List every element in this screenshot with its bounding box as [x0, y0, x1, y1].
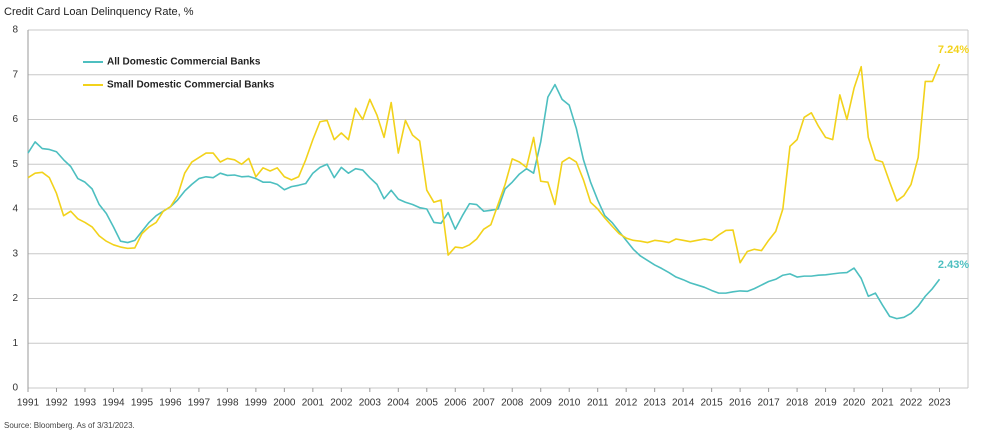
x-tick-label: 2008 [501, 398, 524, 409]
y-tick-label: 6 [12, 114, 18, 125]
x-tick-label: 2010 [558, 398, 581, 409]
value-label: 2.43% [938, 259, 969, 271]
x-tick-label: 2023 [928, 398, 951, 409]
y-tick-label: 5 [12, 159, 18, 170]
x-tick-label: 2021 [871, 398, 894, 409]
y-tick-label: 1 [12, 338, 18, 349]
x-tick-label: 2002 [330, 398, 353, 409]
x-tick-label: 2019 [814, 398, 837, 409]
x-tick-label: 2003 [359, 398, 382, 409]
x-tick-label: 2013 [644, 398, 667, 409]
x-tick-label: 2005 [416, 398, 439, 409]
value-label: 7.24% [938, 44, 969, 56]
x-tick-label: 2015 [701, 398, 724, 409]
x-tick-label: 2016 [729, 398, 752, 409]
x-tick-label: 2001 [302, 398, 325, 409]
x-tick-label: 1992 [45, 398, 68, 409]
x-tick-label: 1991 [17, 398, 40, 409]
x-tick-label: 2009 [530, 398, 553, 409]
x-tick-label: 2012 [615, 398, 638, 409]
series-line [27, 83, 941, 320]
y-tick-label: 3 [12, 248, 18, 259]
series-line [27, 63, 941, 264]
x-tick-label: 2017 [757, 398, 780, 409]
x-tick-label: 1994 [102, 398, 125, 409]
x-tick-label: 1993 [74, 398, 97, 409]
x-tick-label: 1999 [245, 398, 268, 409]
x-tick-label: 2014 [672, 398, 695, 409]
x-tick-label: 2004 [387, 398, 410, 409]
x-tick-label: 1998 [216, 398, 239, 409]
y-tick-label: 8 [12, 25, 18, 36]
x-tick-label: 2020 [843, 398, 866, 409]
x-tick-label: 2011 [587, 398, 609, 409]
y-tick-label: 7 [12, 69, 18, 80]
x-tick-label: 2022 [900, 398, 923, 409]
x-tick-label: 2000 [273, 398, 296, 409]
source-note: Source: Bloomberg. As of 3/31/2023. [4, 421, 135, 430]
x-tick-label: 1995 [131, 398, 154, 409]
chart-title: Credit Card Loan Delinquency Rate, % [4, 6, 194, 18]
y-tick-label: 2 [12, 293, 18, 304]
x-tick-label: 2006 [444, 398, 467, 409]
y-tick-label: 4 [12, 204, 18, 215]
x-tick-label: 1997 [188, 398, 211, 409]
y-tick-label: 0 [12, 383, 18, 394]
x-tick-label: 2018 [786, 398, 809, 409]
legend-label: Small Domestic Commercial Banks [107, 80, 275, 91]
x-tick-label: 2007 [473, 398, 496, 409]
legend-label: All Domestic Commercial Banks [107, 57, 261, 68]
x-tick-label: 1996 [159, 398, 182, 409]
